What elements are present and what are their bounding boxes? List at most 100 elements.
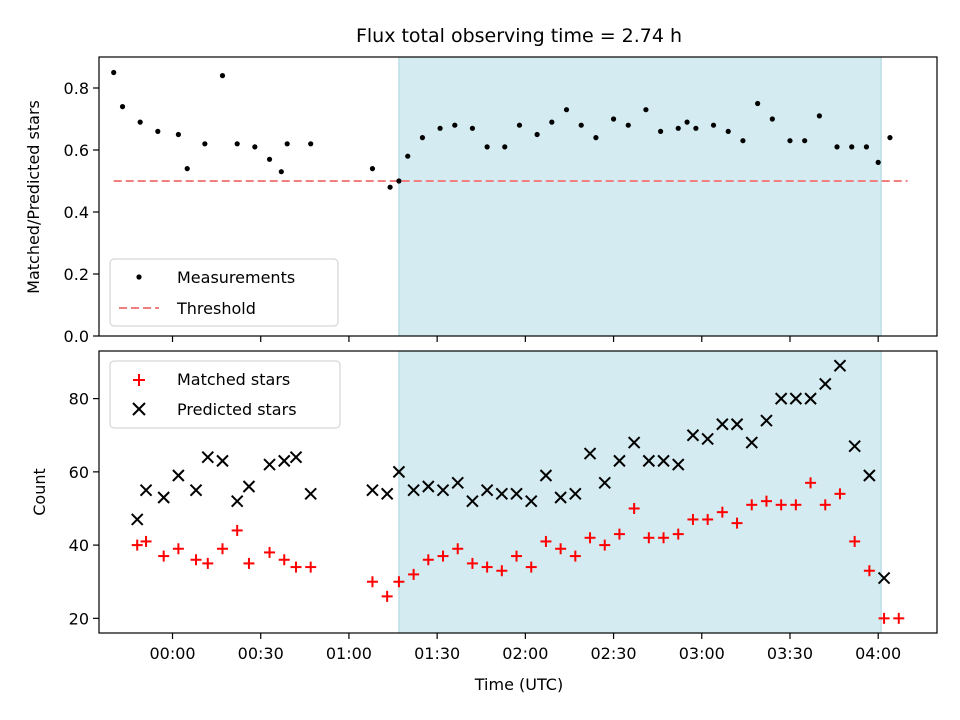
measurement-point (469, 125, 476, 131)
legend-predicted-marker (132, 402, 146, 416)
matched-star-point (140, 535, 152, 547)
matched-star-point (658, 532, 670, 544)
matched-star-point (393, 576, 405, 588)
predicted-star-point (627, 436, 641, 449)
measurement-point (284, 141, 290, 147)
measurement-point (684, 119, 690, 125)
y-tick-label: 80 (69, 390, 89, 409)
measurement-point (387, 184, 393, 190)
matched-star-point (422, 554, 434, 566)
predicted-star-point (745, 436, 758, 449)
measurement-point (484, 144, 490, 150)
legend-matched-label: Matched stars (177, 370, 290, 389)
predicted-star-point (877, 571, 891, 585)
predicted-star-point (819, 377, 832, 391)
x-tick-label: 02:30 (591, 644, 637, 663)
matched-star-point (613, 528, 625, 540)
matched-star-point (569, 550, 581, 562)
measurement-point (725, 128, 731, 134)
matched-star-point (599, 539, 611, 551)
predicted-star-point (289, 451, 303, 464)
predicted-star-point (525, 494, 538, 508)
y-tick-label: 0.4 (64, 203, 89, 222)
predicted-star-point (598, 476, 611, 490)
predicted-star-point (774, 392, 788, 405)
measurement-point (769, 116, 775, 122)
bottom-axes-frame (98, 350, 938, 634)
matched-star-point (496, 565, 508, 577)
measurement-point (396, 178, 402, 184)
measurement-point (278, 169, 284, 175)
matched-star-point (278, 554, 290, 566)
matched-star-point (819, 499, 831, 511)
predicted-star-point (380, 487, 394, 501)
predicted-star-point (833, 359, 847, 372)
highlight-span-rect (398, 56, 882, 337)
matched-star-point (525, 561, 537, 573)
predicted-star-point (863, 469, 876, 482)
top-y-axis-label: Matched/Predicted stars (24, 100, 43, 294)
measurement-point (643, 107, 649, 113)
bottom-highlight-span (398, 350, 882, 634)
predicted-star-point (230, 494, 244, 508)
predicted-star-point (189, 483, 203, 497)
predicted-star-point (686, 429, 700, 442)
x-tick-label: 00:30 (238, 644, 284, 663)
matched-star-point (305, 561, 317, 573)
matched-star-point (158, 550, 170, 562)
matched-star-point (481, 561, 493, 573)
matched-star-point (834, 488, 846, 500)
matched-star-point (190, 554, 202, 566)
measurement-point (369, 166, 376, 172)
measurement-point (516, 122, 523, 128)
predicted-star-point (701, 432, 714, 446)
measurement-point (175, 131, 181, 138)
matched-star-point (131, 539, 143, 551)
predicted-star-point (157, 491, 170, 504)
predicted-star-point (304, 487, 317, 501)
measurement-point (119, 104, 126, 110)
matched-star-point (437, 550, 449, 562)
measurement-point (252, 144, 258, 150)
matched-star-point (466, 557, 478, 569)
measurement-point (610, 116, 617, 122)
predicted-star-point (422, 480, 435, 493)
bottom-x-ticks: 00:00 00:30 01:00 01:30 02:00 02:30 03:00 03:30… (149, 633, 901, 663)
predicted-star-point (760, 414, 773, 427)
measurement-point (137, 119, 143, 125)
predicted-star-point (583, 447, 597, 460)
x-tick-label: 03:30 (767, 644, 813, 663)
matched-star-point (366, 576, 378, 588)
legend-measurements-label: Measurements (177, 268, 295, 287)
measurement-point (710, 122, 717, 128)
predicted-star-point (172, 469, 185, 482)
predicted-star-point (730, 418, 744, 431)
measurement-point (219, 73, 226, 79)
predicted-star-point (657, 454, 670, 468)
top-legend-box (109, 258, 339, 327)
predicted-star-point (407, 483, 420, 497)
matched-star-point (775, 499, 787, 511)
predicted-star-point (539, 469, 553, 482)
x-axis-label: Time (UTC) (474, 675, 563, 694)
top-highlight-span (398, 56, 882, 337)
top-axes-frame (98, 56, 938, 337)
matched-star-point (893, 612, 905, 624)
predicted-star-point (278, 454, 291, 468)
matched-star-point (243, 557, 255, 569)
matched-star-point (381, 590, 393, 602)
measurement-point (787, 138, 793, 144)
top-legend: Measurements Threshold (109, 258, 339, 327)
measurement-point (549, 119, 555, 125)
predicted-star-point (216, 454, 229, 468)
matched-star-point (408, 568, 420, 580)
bottom-y-ticks: 20 40 60 80 (69, 390, 99, 628)
matched-star-point (863, 565, 875, 577)
y-tick-label: 0.2 (64, 265, 89, 284)
legend-measurements-marker (136, 274, 142, 280)
measurement-point (834, 144, 840, 150)
measurement-point (405, 153, 411, 159)
matched-star-point (511, 550, 523, 562)
y-tick-label: 0.8 (64, 79, 89, 98)
